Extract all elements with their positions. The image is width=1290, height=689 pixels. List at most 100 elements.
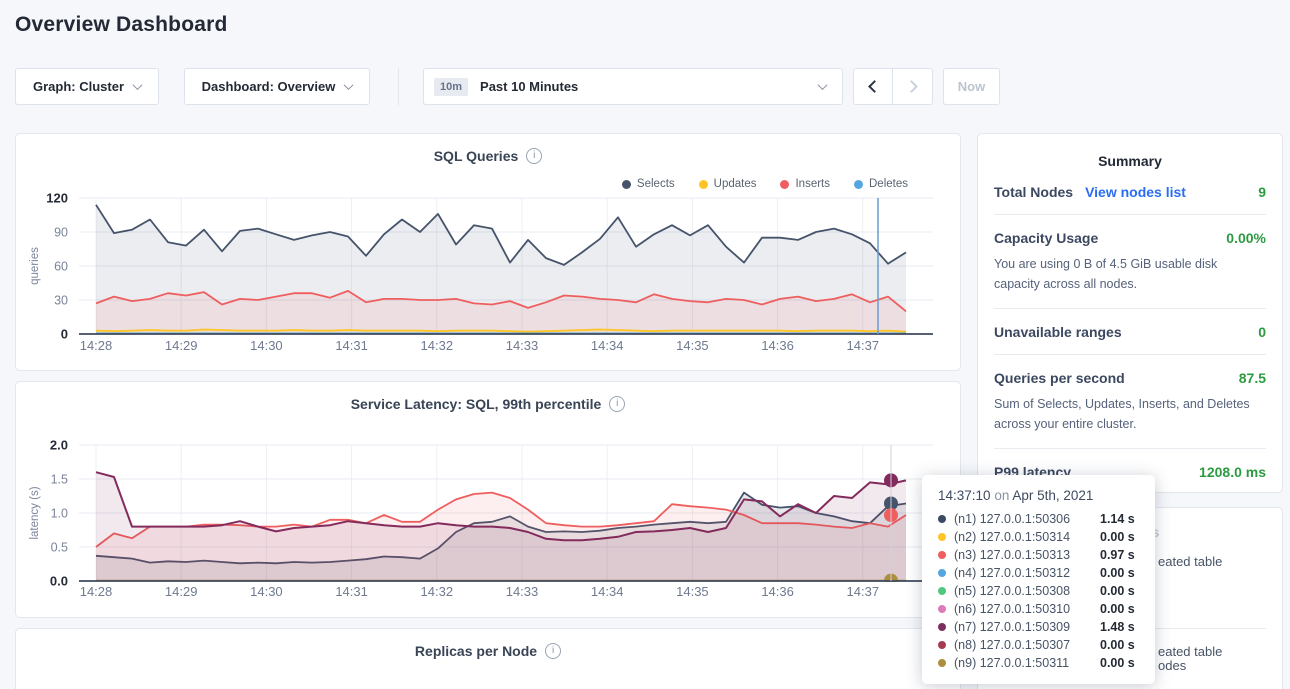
legend-label: Updates bbox=[713, 178, 757, 190]
tooltip-node-address: (n1) 127.0.0.1:50306 bbox=[954, 512, 1071, 526]
svg-text:14:36: 14:36 bbox=[761, 584, 794, 599]
legend-item[interactable]: Inserts bbox=[780, 178, 830, 190]
tooltip-node-value: 0.00 s bbox=[1100, 566, 1135, 580]
summary-row-queries-per-second: Queries per second 87.5 Sum of Selects, … bbox=[994, 355, 1266, 448]
svg-text:14:35: 14:35 bbox=[676, 338, 709, 353]
tooltip-node-row: (n7) 127.0.0.1:50309 1.48 s bbox=[938, 618, 1141, 636]
dashboard-dropdown[interactable]: Dashboard: Overview bbox=[184, 68, 370, 105]
tooltip-time: 14:37:10 bbox=[938, 488, 991, 503]
node-color-dot bbox=[938, 623, 946, 631]
summary-row-total-nodes: Total Nodes View nodes list 9 bbox=[994, 169, 1266, 214]
time-next-button[interactable] bbox=[893, 68, 933, 105]
divider bbox=[994, 214, 1266, 215]
service-latency-chart[interactable]: 14:28 14:29 14:30 14:31 14:32 14:33 14:34 14:35… bbox=[16, 382, 960, 617]
replicas-per-node-chart-card: Replicas per Node i bbox=[15, 628, 961, 689]
svg-text:14:33: 14:33 bbox=[506, 584, 539, 599]
summary-row-capacity-usage: Capacity Usage 0.00% You are using 0 B o… bbox=[994, 215, 1266, 308]
legend-dot bbox=[621, 179, 631, 189]
summary-title: Summary bbox=[1098, 153, 1162, 169]
tooltip-date-connector: on bbox=[994, 488, 1010, 503]
svg-text:14:30: 14:30 bbox=[250, 338, 283, 353]
chart-title: SQL Queries bbox=[433, 148, 519, 164]
legend-item[interactable]: Updates bbox=[698, 178, 757, 190]
tooltip-rows: (n1) 127.0.0.1:50306 1.14 s (n2) 127.0.0.1… bbox=[938, 510, 1141, 672]
svg-text:0.5: 0.5 bbox=[51, 541, 68, 555]
svg-text:1.5: 1.5 bbox=[51, 473, 68, 487]
tooltip-node-address: (n8) 127.0.0.1:50307 bbox=[954, 638, 1071, 652]
node-color-dot bbox=[938, 515, 946, 523]
divider bbox=[994, 308, 1266, 309]
now-button[interactable]: Now bbox=[943, 68, 1000, 105]
chart-legend: Selects Updates Inserts Deletes bbox=[621, 178, 908, 190]
chevron-down-icon bbox=[132, 80, 143, 91]
svg-text:0.0: 0.0 bbox=[50, 574, 68, 589]
time-prev-button[interactable] bbox=[853, 68, 893, 105]
svg-text:14:37: 14:37 bbox=[847, 338, 880, 353]
svg-text:14:34: 14:34 bbox=[591, 584, 624, 599]
tooltip-node-row: (n4) 127.0.0.1:50312 0.00 s bbox=[938, 564, 1141, 582]
tooltip-node-address: (n2) 127.0.0.1:50314 bbox=[954, 530, 1071, 544]
toolbar: Graph: Cluster Dashboard: Overview 10m P… bbox=[15, 68, 1000, 105]
summary-value: 1208.0 ms bbox=[1199, 464, 1266, 480]
dashboard-dropdown-label: Dashboard: Overview bbox=[201, 79, 336, 94]
svg-text:14:31: 14:31 bbox=[335, 584, 368, 599]
tooltip-node-value: 0.00 s bbox=[1100, 584, 1135, 598]
svg-text:14:33: 14:33 bbox=[506, 338, 539, 353]
svg-text:14:32: 14:32 bbox=[421, 338, 454, 353]
tooltip-node-row: (n2) 127.0.0.1:50314 0.00 s bbox=[938, 528, 1141, 546]
graph-dropdown-label: Graph: Cluster bbox=[32, 79, 124, 94]
chevron-down-icon bbox=[343, 80, 354, 91]
event-item-fragment[interactable]: eated table bbox=[1158, 554, 1223, 569]
toolbar-divider bbox=[398, 68, 399, 105]
svg-text:0: 0 bbox=[61, 327, 68, 342]
tooltip-node-value: 1.48 s bbox=[1100, 620, 1135, 634]
info-icon[interactable]: i bbox=[545, 643, 562, 659]
legend-item[interactable]: Deletes bbox=[854, 178, 908, 190]
tooltip-node-row: (n3) 127.0.0.1:50313 0.97 s bbox=[938, 546, 1141, 564]
legend-dot bbox=[780, 179, 790, 189]
tooltip-node-row: (n6) 127.0.0.1:50310 0.00 s bbox=[938, 600, 1141, 618]
info-icon[interactable]: i bbox=[526, 148, 543, 164]
summary-description: Sum of Selects, Updates, Inserts, and De… bbox=[994, 397, 1250, 431]
summary-value: 9 bbox=[1258, 184, 1266, 200]
tooltip-node-address: (n5) 127.0.0.1:50308 bbox=[954, 584, 1071, 598]
svg-text:14:31: 14:31 bbox=[335, 338, 368, 353]
graph-dropdown[interactable]: Graph: Cluster bbox=[15, 68, 159, 105]
svg-text:14:32: 14:32 bbox=[421, 584, 454, 599]
event-item-fragment[interactable]: eated table bbox=[1158, 644, 1223, 659]
info-icon[interactable]: i bbox=[609, 396, 626, 412]
time-range-label: Past 10 Minutes bbox=[480, 79, 579, 94]
chevron-down-icon bbox=[817, 80, 828, 91]
page-title: Overview Dashboard bbox=[15, 13, 228, 36]
node-color-dot bbox=[938, 605, 946, 613]
divider bbox=[994, 354, 1266, 355]
svg-text:60: 60 bbox=[54, 260, 68, 274]
divider bbox=[994, 448, 1266, 449]
tooltip-node-address: (n6) 127.0.0.1:50310 bbox=[954, 602, 1071, 616]
tooltip-node-row: (n9) 127.0.0.1:50311 0.00 s bbox=[938, 654, 1141, 672]
summary-value: 0.00% bbox=[1226, 230, 1266, 246]
sql-queries-chart[interactable]: 14:28 14:29 14:30 14:31 14:32 14:33 14:34 14:35… bbox=[16, 134, 960, 370]
tooltip-node-value: 0.97 s bbox=[1100, 548, 1135, 562]
time-range-dropdown[interactable]: 10m Past 10 Minutes bbox=[423, 68, 843, 105]
chart-title: Replicas per Node bbox=[414, 643, 538, 659]
svg-text:14:29: 14:29 bbox=[165, 584, 198, 599]
time-range-badge: 10m bbox=[434, 77, 469, 96]
svg-text:1.0: 1.0 bbox=[51, 507, 68, 521]
latency-chart-tooltip: 14:37:10 on Apr 5th, 2021 (n1) 127.0.0.1… bbox=[922, 475, 1155, 684]
event-item-fragment[interactable]: odes bbox=[1158, 658, 1187, 673]
svg-text:latency (s): latency (s) bbox=[29, 486, 41, 539]
summary-label: Capacity Usage bbox=[994, 230, 1099, 246]
svg-text:30: 30 bbox=[54, 294, 68, 308]
svg-text:14:36: 14:36 bbox=[761, 338, 794, 353]
tooltip-node-value: 0.00 s bbox=[1100, 656, 1135, 670]
svg-text:2.0: 2.0 bbox=[50, 438, 68, 453]
tooltip-node-value: 0.00 s bbox=[1100, 530, 1135, 544]
legend-item[interactable]: Selects bbox=[621, 178, 675, 190]
svg-text:14:29: 14:29 bbox=[165, 338, 198, 353]
legend-label: Inserts bbox=[795, 178, 830, 190]
time-pager bbox=[853, 68, 933, 105]
summary-panel: Summary Total Nodes View nodes list 9 Ca… bbox=[977, 133, 1283, 493]
summary-value: 0 bbox=[1258, 324, 1266, 340]
view-nodes-list-link[interactable]: View nodes list bbox=[1085, 184, 1186, 200]
